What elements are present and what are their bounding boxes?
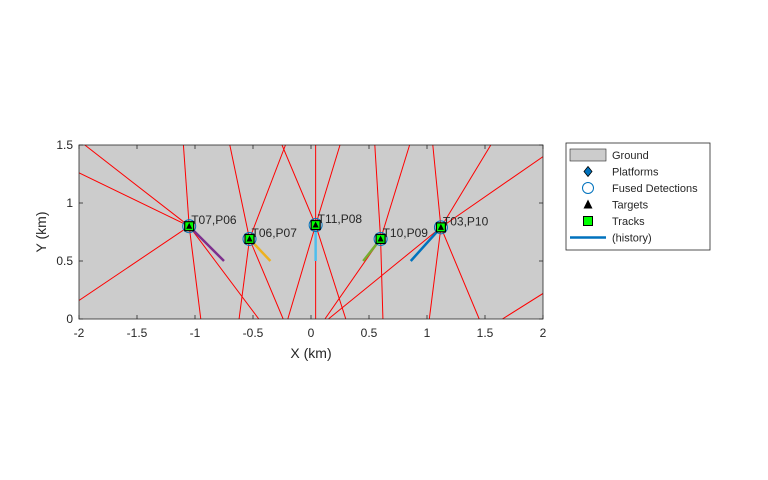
sensor-ray	[238, 238, 251, 319]
sensor-ray	[440, 156, 543, 228]
x-tick-label: 0	[308, 326, 315, 340]
track-label: T07,P06	[191, 213, 237, 227]
sensor-ray	[328, 226, 442, 319]
sensor-ray	[79, 172, 190, 227]
sensor-ray	[432, 145, 442, 228]
sensor-ray	[380, 238, 384, 319]
sensor-ray	[380, 145, 411, 240]
sensor-ray	[249, 145, 286, 240]
fused-detection-marker	[373, 231, 388, 246]
x-tick-label: 2	[540, 326, 547, 340]
y-tick-label: 1.5	[56, 138, 73, 152]
sensor-ray	[188, 226, 202, 319]
sensor-ray	[315, 224, 347, 319]
legend-detection-circle	[582, 182, 594, 194]
x-tick-label: -0.5	[243, 326, 264, 340]
plot-axes: T07,P06 T06,P07 T11,P08 T10,P09 T03,P10 -2 -1…	[33, 138, 547, 361]
legend-entry: Ground	[569, 148, 649, 162]
legend-entry: (history)	[570, 233, 652, 245]
track-markers: T07,P06 T06,P07 T11,P08 T10,P09 T03,P10	[182, 212, 489, 246]
sensor-ray	[84, 145, 190, 227]
sensor-ray	[440, 227, 480, 319]
target-marker	[186, 222, 193, 229]
x-axis-ticks: -2 -1.5 -1 -0.5 0 0.5 1 1.5 2	[74, 145, 547, 340]
sensor-ray	[79, 225, 190, 301]
x-tick-label: 1	[424, 326, 431, 340]
y-axis-label: Y (km)	[33, 212, 49, 253]
track-history-line	[409, 226, 442, 262]
sensor-ray	[440, 145, 492, 228]
fused-detection-marker	[308, 218, 323, 233]
sensor-ray	[281, 145, 317, 226]
legend-entry: Fused Detections	[582, 182, 698, 195]
legend-label: Platforms	[612, 167, 659, 179]
track-label: T10,P09	[383, 226, 429, 240]
chart-legend[interactable]: Ground Platforms Fused Detections Targets Tr…	[565, 142, 711, 251]
sensor-ray	[182, 145, 190, 227]
x-tick-label: -2	[74, 326, 85, 340]
legend-entry: Targets	[583, 199, 649, 212]
legend-label: Fused Detections	[612, 183, 698, 195]
x-tick-label: 0.5	[361, 326, 378, 340]
fused-detection-marker	[182, 219, 197, 234]
legend-entry: Platforms	[583, 165, 659, 179]
legend-target-triangle	[583, 199, 593, 209]
x-tick-label: 1.5	[477, 326, 494, 340]
track-label: T03,P10	[443, 214, 489, 228]
legend-track-square	[583, 216, 593, 226]
target-marker	[437, 223, 444, 230]
sensor-ray	[374, 145, 382, 239]
sensor-ray	[428, 227, 442, 319]
legend-label: (history)	[612, 233, 652, 245]
sensor-ray	[229, 145, 251, 240]
sensor-ray	[502, 293, 543, 319]
ground-patch	[79, 145, 543, 319]
legend-platform-diamond	[583, 165, 593, 178]
track-history-line	[188, 225, 225, 262]
sensor-ray	[315, 145, 341, 226]
target-marker	[377, 235, 384, 242]
sensor-ray	[249, 238, 284, 319]
sensor-ray	[287, 224, 317, 319]
legend-ground-swatch	[569, 148, 607, 162]
track-label: T06,P07	[252, 226, 298, 240]
fused-detection-marker	[433, 220, 448, 235]
x-axis-label: X (km)	[290, 345, 331, 361]
legend-label: Targets	[612, 200, 649, 212]
legend-label: Ground	[612, 150, 649, 162]
fused-detection-marker	[242, 231, 257, 246]
legend-label: Tracks	[612, 216, 645, 228]
target-marker	[246, 235, 253, 242]
y-tick-label: 0.5	[56, 254, 73, 268]
y-tick-label: 1	[66, 196, 73, 210]
y-tick-label: 0	[66, 312, 73, 326]
sensor-ray	[188, 225, 260, 319]
legend-entry: Tracks	[583, 216, 645, 228]
x-tick-label: -1	[190, 326, 201, 340]
x-tick-label: -1.5	[127, 326, 148, 340]
target-marker	[312, 221, 319, 228]
sensor-rays	[79, 145, 543, 319]
y-axis-ticks: 0 0.5 1 1.5	[56, 138, 543, 326]
track-label: T11,P08	[318, 212, 363, 226]
